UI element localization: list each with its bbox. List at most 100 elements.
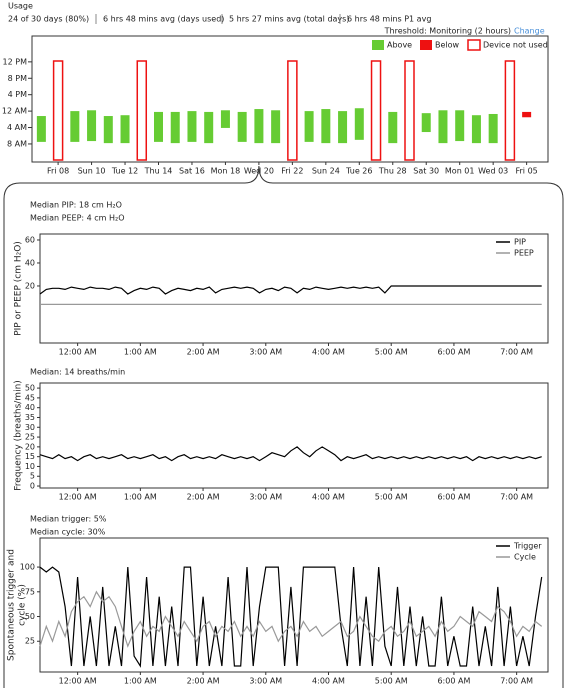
y-tick-label: 8 PM [8, 74, 27, 83]
legend-label: Cycle [514, 553, 536, 562]
usage-bar [321, 109, 331, 144]
data-line [39, 590, 543, 648]
x-tick-label: 5:00 AM [375, 348, 408, 357]
x-tick-label: 6:00 AM [437, 348, 470, 357]
usage-bar [36, 116, 46, 142]
y-tick-label: 45 [25, 393, 35, 402]
x-tick-label: 12:00 AM [59, 348, 97, 357]
usage-bar [254, 109, 264, 144]
y-tick-label: 4 AM [7, 123, 27, 132]
y-axis-label: Spontaneous trigger and [7, 549, 17, 661]
summary-item: 5 hrs 27 mins avg (total days) [229, 15, 349, 24]
x-tick-label: Sun 10 [78, 167, 106, 176]
x-tick-label: 12:00 AM [59, 493, 97, 502]
x-tick-label: Mon 18 [211, 167, 241, 176]
usage-bar [354, 108, 364, 140]
y-tick-label: 40 [25, 258, 35, 267]
y-tick-label: 12 AM [2, 107, 27, 116]
change-link[interactable]: Change [514, 27, 545, 36]
data-line [39, 446, 542, 462]
plot-frame [31, 35, 549, 163]
summary-item: 24 of 30 days (80%) [8, 15, 89, 24]
x-tick-label: 7:00 AM [500, 348, 533, 357]
legend-label: Above [387, 41, 412, 50]
usage-bar [304, 111, 314, 142]
data-line [39, 285, 542, 295]
x-tick-label: 6:00 AM [437, 493, 470, 502]
plot-frame [39, 233, 549, 344]
legend-swatch [420, 40, 432, 50]
x-tick-label: Tue 26 [345, 167, 372, 176]
usage-bar [522, 111, 532, 118]
summary-item: 6 hrs 48 mins P1 avg [347, 15, 431, 24]
usage-bar [438, 110, 448, 144]
x-tick-label: 6:00 AM [437, 677, 470, 686]
legend-label: Device not used [483, 41, 548, 50]
day-not-used [52, 60, 64, 161]
y-tick-label: 35 [25, 413, 35, 422]
usage-bar [154, 111, 163, 142]
usage-bar [204, 111, 214, 144]
usage-bar [70, 111, 80, 142]
plot-frame [39, 382, 549, 489]
usage-bar [220, 110, 230, 128]
y-tick-label: 15 [25, 452, 35, 461]
y-tick-label: 20 [25, 442, 35, 451]
usage-bar [388, 111, 398, 144]
x-tick-label: 1:00 AM [124, 677, 157, 686]
usage-bar [170, 111, 180, 144]
day-not-used [504, 60, 516, 161]
y-tick-label: 100 [20, 563, 35, 572]
x-tick-label: 2:00 AM [187, 677, 220, 686]
legend-swatch [372, 40, 384, 50]
x-tick-label: 7:00 AM [500, 677, 533, 686]
data-line [39, 566, 543, 668]
usage-bar [187, 111, 197, 142]
legend-label: PIP [514, 238, 526, 247]
x-tick-label: 3:00 AM [249, 677, 282, 686]
x-tick-label: 2:00 AM [187, 493, 220, 502]
x-tick-label: 4:00 AM [312, 348, 345, 357]
threshold: Threshold: Monitoring (2 hours) [384, 27, 511, 36]
chart-note: Median: 14 breaths/min [30, 368, 125, 377]
x-tick-label: Sun 24 [312, 167, 340, 176]
x-tick-label: 3:00 AM [249, 493, 282, 502]
x-tick-label: 1:00 AM [124, 348, 157, 357]
legend-swatch [467, 39, 481, 51]
usage-bar [421, 113, 431, 133]
y-tick-label: 30 [25, 423, 35, 432]
usage-bar [271, 110, 281, 144]
y-axis-label: Frequency (breaths/min) [14, 380, 24, 491]
usage-bar [338, 111, 348, 144]
y-tick-label: 12 PM [3, 57, 28, 66]
x-tick-label: 5:00 AM [375, 677, 408, 686]
day-not-used [404, 60, 415, 161]
x-tick-label: Sat 30 [413, 167, 439, 176]
x-tick-label: Fri 08 [47, 167, 69, 176]
detail-panel [3, 165, 564, 688]
x-tick-label: 4:00 AM [312, 493, 345, 502]
x-tick-label: Fri 05 [516, 167, 538, 176]
x-tick-label: Tue 12 [111, 167, 138, 176]
chart-note: Median PEEP: 4 cm H₂O [30, 214, 125, 223]
chart-note: Median trigger: 5% [30, 515, 107, 524]
x-tick-label: 1:00 AM [124, 493, 157, 502]
y-tick-label: 10 [25, 462, 35, 471]
usage-bar [471, 115, 481, 144]
usage-bar [103, 116, 113, 144]
y-tick-label: 40 [25, 403, 35, 412]
y-tick-label: 5 [30, 472, 35, 481]
y-tick-label: 20 [25, 281, 35, 290]
x-tick-label: Mon 01 [445, 167, 475, 176]
y-tick-label: 4 PM [8, 90, 27, 99]
x-tick-label: 3:00 AM [249, 348, 282, 357]
y-tick-label: 50 [25, 384, 35, 393]
usage-bar [455, 110, 465, 142]
legend-label: PEEP [514, 249, 534, 258]
usage-bar [87, 110, 97, 142]
y-tick-label: 0 [30, 482, 35, 491]
y-tick-label: 75 [25, 587, 35, 596]
x-tick-label: 4:00 AM [312, 677, 345, 686]
x-tick-label: Sat 16 [179, 167, 205, 176]
